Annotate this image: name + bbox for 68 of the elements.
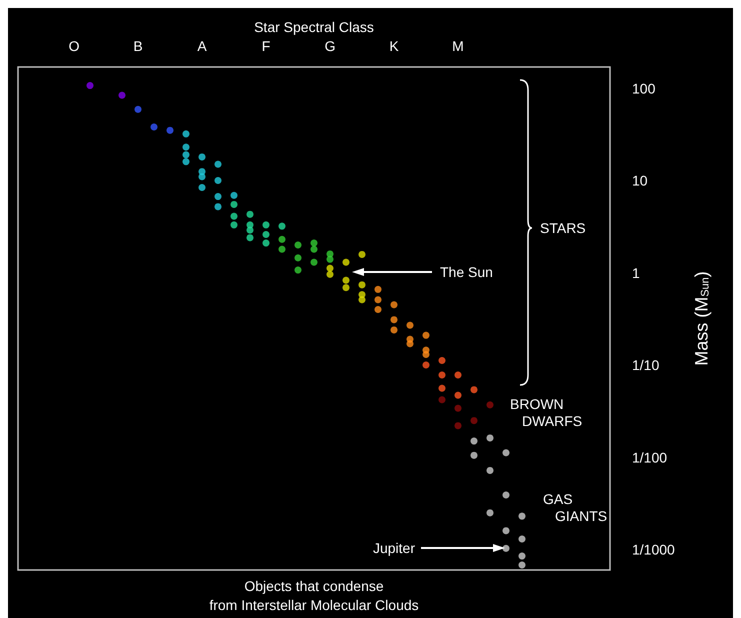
point (326, 264, 334, 272)
x-tick-label: A (197, 38, 208, 54)
point (326, 256, 334, 263)
point (246, 210, 254, 218)
point (470, 452, 478, 459)
point (358, 281, 366, 288)
point (454, 404, 462, 412)
x-tick-label: F (262, 38, 270, 54)
point (198, 153, 206, 160)
point (118, 92, 126, 99)
point (262, 230, 270, 238)
point (454, 392, 462, 399)
point (230, 212, 238, 220)
point (438, 396, 446, 404)
point (342, 284, 350, 292)
point (278, 236, 286, 243)
point (342, 258, 350, 266)
point (214, 160, 222, 168)
point (310, 246, 318, 253)
point (470, 386, 478, 394)
point (438, 371, 446, 378)
point (486, 509, 494, 516)
x-axis-title: Star Spectral Class (254, 19, 374, 36)
point (230, 221, 238, 228)
y-axis-title: Mass (MSun) (692, 271, 712, 366)
point (262, 240, 270, 247)
x-tick-label: B (133, 38, 143, 54)
x-tick-label: K (389, 38, 400, 54)
annotation: Jupiter (372, 540, 416, 556)
point (358, 250, 366, 258)
text: Objects that condense from Interstellar Molecular Clouds (209, 578, 419, 613)
point (134, 106, 142, 113)
point (454, 371, 462, 378)
y-tick-label: 1/100 (632, 449, 668, 466)
point (518, 561, 526, 568)
point (278, 222, 286, 230)
point (246, 234, 254, 242)
point (166, 126, 174, 134)
annotation: GAS GIANTS (543, 491, 608, 524)
annotation: The Sun (440, 264, 493, 280)
y-tick-label: 1/10 (632, 357, 660, 374)
y-tick-label: 1 (632, 264, 640, 281)
y-tick-label: 10 (632, 172, 648, 189)
y-tick-label: 1/1000 (632, 542, 676, 558)
point (150, 124, 158, 131)
annotation: BROWN DWARFS (510, 396, 582, 429)
point (86, 82, 94, 90)
y-tick-label: 100 (632, 80, 656, 96)
point (486, 401, 494, 408)
point (358, 296, 366, 304)
x-tick-label: M (452, 38, 464, 54)
point (326, 270, 334, 278)
point (454, 422, 462, 430)
point (422, 362, 430, 369)
x-tick-label: O (68, 38, 80, 54)
point (438, 384, 446, 392)
point (294, 254, 302, 262)
point (230, 200, 238, 208)
point (182, 130, 190, 138)
point (246, 226, 254, 234)
point (438, 356, 446, 364)
point (230, 192, 238, 199)
annotation: STARS (540, 220, 586, 236)
x-tick-label: G (324, 38, 336, 54)
point (502, 544, 510, 552)
point (342, 276, 350, 284)
point (262, 221, 270, 228)
point (470, 417, 478, 424)
